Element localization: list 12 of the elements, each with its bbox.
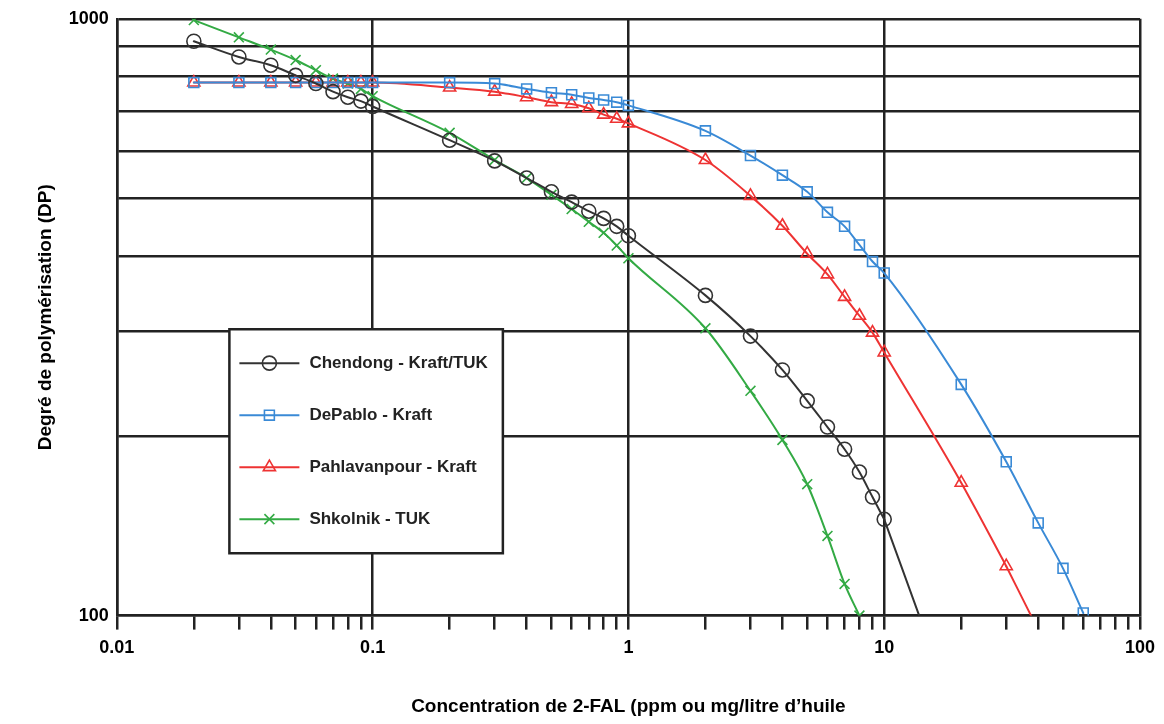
x-axis-title: Concentration de 2-FAL (ppm ou mg/litre d’huile <box>411 694 846 716</box>
x-tick-label: 100 <box>1124 637 1156 658</box>
x-tick-label: 0.1 <box>360 637 386 658</box>
legend-label: Shkolnik - TUK <box>309 508 432 528</box>
y-axis-title: Degré de polymérisation (DP) <box>33 184 55 451</box>
x-tick-label: 0.01 <box>99 637 135 658</box>
y-tick-label: 1000 <box>68 7 109 28</box>
legend-label: Chendong - Kraft/TUK <box>309 352 489 372</box>
x-tick-label: 1 <box>623 637 634 658</box>
x-tick-label: 10 <box>874 637 895 658</box>
legend-label: DePablo - Kraft <box>309 404 433 424</box>
legend-label: Pahlavanpour - Kraft <box>309 456 477 476</box>
